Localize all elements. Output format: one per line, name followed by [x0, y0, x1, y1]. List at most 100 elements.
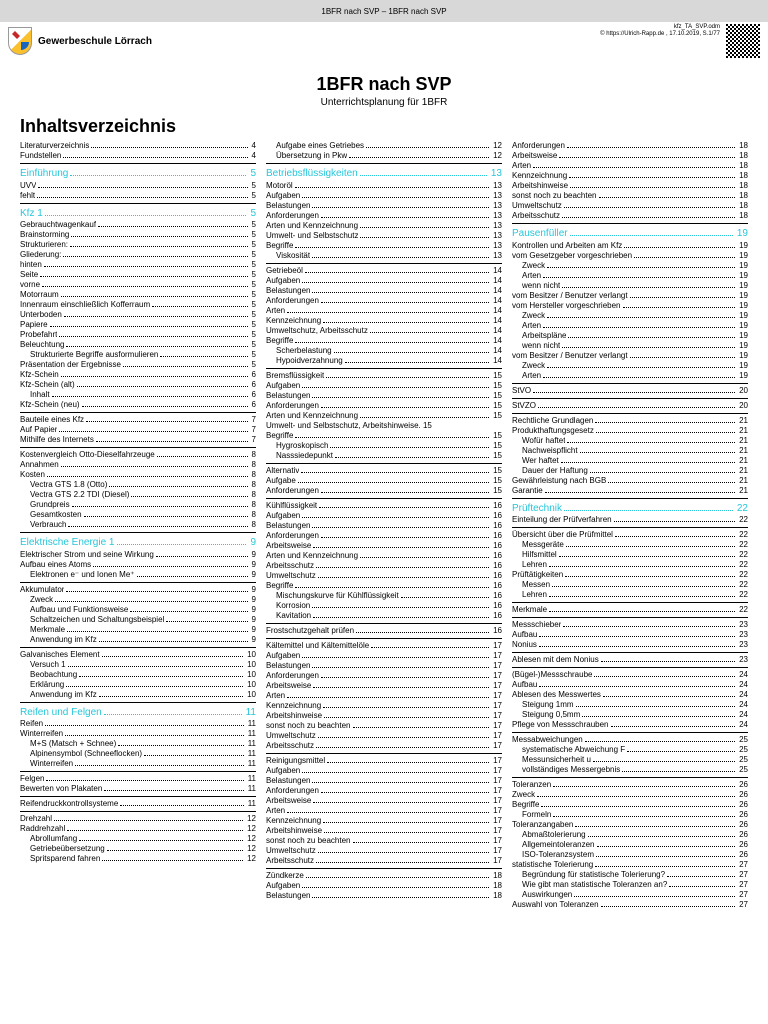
toc-entry: Strukturierte Begriffe ausformulieren5 — [20, 350, 256, 360]
toc-page: 21 — [737, 416, 748, 426]
toc-page: 8 — [250, 510, 256, 520]
toc-page: 23 — [737, 655, 748, 665]
toc-label: Arbeitsweise — [266, 681, 311, 691]
toc-page: 17 — [491, 836, 502, 846]
toc-label: Aufbau und Funktionsweise — [30, 605, 128, 615]
toc-entry: Arbeitsweise17 — [266, 681, 502, 691]
toc-page: 17 — [491, 691, 502, 701]
toc-label: Scherbelastung — [276, 346, 332, 356]
toc-label: Aufgabe eines Getriebes — [276, 141, 364, 151]
toc-entry: Toleranzen26 — [512, 780, 748, 790]
toc-page: 22 — [737, 515, 748, 525]
toc-entry: Begriffe15 — [266, 431, 502, 441]
toc-label: Vectra GTS 1.8 (Otto) — [30, 480, 107, 490]
toc-label: sonst noch zu beachten — [266, 836, 351, 846]
toc-label: Gliederung: — [20, 250, 61, 260]
toc-page: 15 — [491, 401, 502, 411]
toc-label: Arbeitsschutz — [266, 561, 314, 571]
toc-label: Arbeitsschutz — [266, 856, 314, 866]
toc-label: Anforderungen — [266, 211, 319, 221]
toc-page: 21 — [737, 436, 748, 446]
toc-label: Steigung 1mm — [522, 700, 574, 710]
toc-entry: Hypoidverzahnung14 — [266, 356, 502, 366]
toc-page: 12 — [491, 141, 502, 151]
toc-entry: Arbeitshinweise17 — [266, 711, 502, 721]
toc-entry: Kältemittel und Kältemittelöle17 — [266, 641, 502, 651]
toc-page: 16 — [491, 601, 502, 611]
toc-page: 26 — [737, 810, 748, 820]
toc-page: 23 — [737, 630, 748, 640]
toc-entry: Winterreifen11 — [20, 759, 256, 769]
toc-page: 19 — [737, 341, 748, 351]
toc-label: Einteilung der Prüfverfahren — [512, 515, 612, 525]
toc-page: 19 — [737, 311, 748, 321]
toc-label: Lehren — [522, 560, 547, 570]
toc-page: 9 — [250, 615, 256, 625]
toc-label: Umweltschutz, Arbeitsschutz — [266, 326, 368, 336]
toc-page: 15 — [491, 381, 502, 391]
toc-entry: Inhalt6 — [20, 390, 256, 400]
toc-label: Inhalt — [30, 390, 50, 400]
toc-entry: Frostschutzgehalt prüfen16 — [266, 626, 502, 636]
toc-entry: Bremsflüssigkeit15 — [266, 371, 502, 381]
toc-label: sonst noch zu beachten — [512, 191, 597, 201]
toc-entry: Wofür haftet21 — [512, 436, 748, 446]
toc-page: 5 — [250, 290, 256, 300]
toc-page: 5 — [250, 220, 256, 230]
toc-entry: Umweltschutz17 — [266, 731, 502, 741]
toc-label: Belastungen — [266, 521, 310, 531]
toc-page: 17 — [491, 661, 502, 671]
toc-page: 13 — [491, 241, 502, 251]
toc-page: 8 — [250, 470, 256, 480]
toc-label: systematische Abweichung F — [522, 745, 625, 755]
toc-page: 16 — [491, 531, 502, 541]
toc-label: Arten — [266, 806, 285, 816]
toc-label: Kostenvergleich Otto-Dieselfahrzeuge — [20, 450, 155, 460]
toc-page: 11 — [246, 729, 256, 739]
toc-page: 10 — [245, 660, 256, 670]
toc-label: Strukturierte Begriffe ausformulieren — [30, 350, 158, 360]
toc-entry: Steigung 0,5mm24 — [512, 710, 748, 720]
toc-page: 18 — [737, 211, 748, 221]
toc-page: 13 — [491, 181, 502, 191]
toc-page: 10 — [245, 670, 256, 680]
toc-page: 21 — [737, 476, 748, 486]
toc-label: Toleranzen — [512, 780, 551, 790]
toc-page: 15 — [491, 391, 502, 401]
toc-page: 17 — [491, 721, 502, 731]
toc-entry: Arten und Kennzeichnung13 — [266, 221, 502, 231]
toc-entry: sonst noch zu beachten 17 — [266, 836, 502, 846]
toc-entry: Garantie21 — [512, 486, 748, 496]
toc-page: 5 — [248, 168, 256, 181]
toc-page: 16 — [491, 501, 502, 511]
toc-page: 16 — [491, 521, 502, 531]
toc-page: 7 — [250, 425, 256, 435]
toc-label: Viskosität — [276, 251, 310, 261]
toc-label: wenn nicht — [522, 281, 560, 291]
toc-page: 17 — [491, 856, 502, 866]
toc-label: Umweltschutz — [266, 846, 316, 856]
toc-label: Elektrische Energie 1 — [20, 537, 115, 550]
toc-entry: Vectra GTS 2.2 TDI (Diesel)8 — [20, 490, 256, 500]
toc-page: 16 — [491, 611, 502, 621]
toc-entry: Reifendruckkontrollsysteme11 — [20, 799, 256, 809]
toc-label: Innenraum einschließlich Kofferraum — [20, 300, 150, 310]
toc-entry: Anforderungen14 — [266, 296, 502, 306]
toc-page: 5 — [250, 240, 256, 250]
toc-label: Beobachtung — [30, 670, 77, 680]
toc-page: 22 — [735, 503, 748, 516]
toc-page: 19 — [737, 361, 748, 371]
toc-entry: Probefahrt5 — [20, 330, 256, 340]
toc-entry: Arbeitspläne19 — [512, 331, 748, 341]
toc-entry: Verbrauch8 — [20, 520, 256, 530]
toc-page: 15 — [491, 431, 502, 441]
toc-label: Begriffe — [266, 241, 293, 251]
toc-label: Reifendruckkontrollsysteme — [20, 799, 118, 809]
toc-page: 10 — [245, 650, 256, 660]
toc-page: 21 — [737, 446, 748, 456]
toc-entry: Winterreifen11 — [20, 729, 256, 739]
toc-page: 26 — [737, 800, 748, 810]
toc-label: Kennzeichnung — [266, 816, 321, 826]
toc-page: 25 — [737, 765, 748, 775]
toc-entry: Anforderungen15 — [266, 401, 502, 411]
